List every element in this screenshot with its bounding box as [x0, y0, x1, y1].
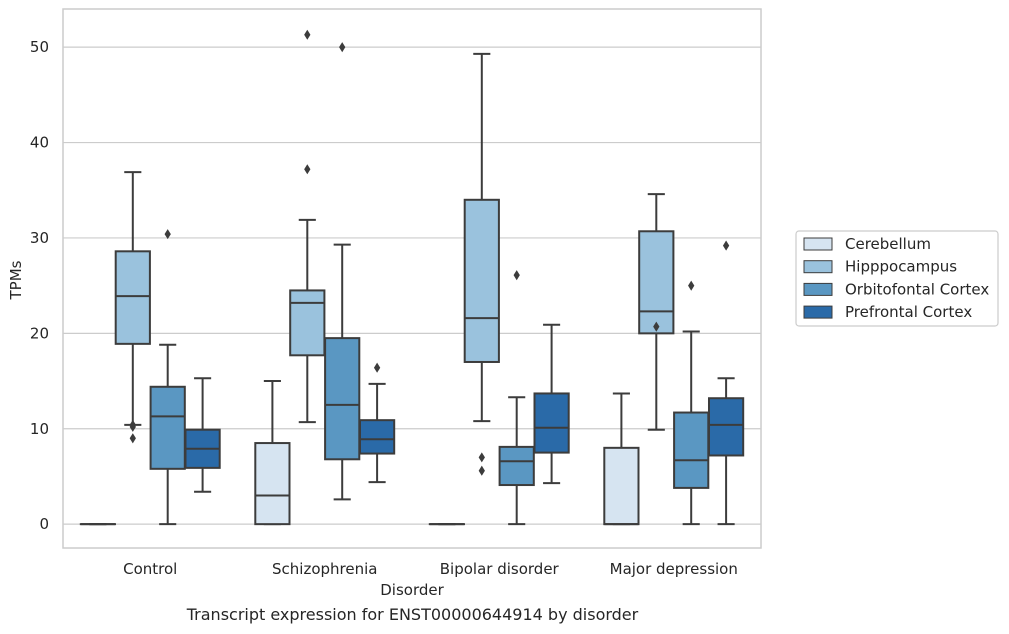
legend-swatch [803, 237, 833, 251]
x-axis: Control Schizophrenia Bipolar disorder Majo… [123, 560, 738, 578]
plot-frame [62, 8, 762, 549]
y-tick-label: 30 [30, 229, 49, 247]
box-0-3 [603, 392, 640, 526]
box-iqr [498, 445, 535, 487]
figure-caption: Transcript expression for ENST0000064491… [186, 605, 639, 624]
box-iqr [638, 230, 675, 335]
x-tick-label: Control [123, 560, 177, 578]
box-1-1 [289, 29, 326, 424]
y-tick-label: 20 [30, 324, 49, 342]
box-3-1 [358, 362, 396, 484]
outlier-point [304, 164, 311, 175]
box-2-1 [324, 42, 361, 501]
legend-swatch [803, 305, 833, 319]
box-iqr [114, 250, 151, 345]
y-tick-label: 50 [30, 38, 49, 56]
box-0-1 [254, 380, 291, 526]
box-iqr [603, 446, 640, 526]
box-3-2 [533, 323, 570, 485]
y-axis: 0 10 20 30 40 50 [30, 38, 49, 533]
box-3-0 [184, 377, 221, 493]
box-iqr [463, 198, 500, 363]
legend-label: Hipppocampus [845, 258, 957, 276]
y-axis-label: TPMs [7, 260, 25, 300]
legend-label: Orbitofontal Cortex [845, 280, 989, 298]
outlier-point [304, 29, 311, 40]
x-tick-label: Schizophrenia [272, 560, 377, 578]
y-tick-label: 40 [30, 134, 49, 152]
legend-label: Prefrontal Cortex [845, 303, 972, 321]
box-iqr [673, 411, 710, 489]
outlier-point [653, 321, 660, 332]
legend-frame [795, 230, 999, 327]
box-iqr [324, 337, 361, 461]
box-iqr [289, 289, 326, 357]
outlier-point [129, 433, 136, 444]
box-1-3 [638, 193, 675, 431]
legend-swatch [803, 260, 833, 274]
box-iqr [254, 442, 291, 526]
legend-label: Cerebellum [845, 235, 931, 253]
outlier-point [513, 270, 520, 281]
box-1-2 [463, 52, 500, 476]
outlier-point [722, 240, 730, 251]
box-iqr [533, 392, 570, 454]
x-tick-label: Major depression [610, 560, 738, 578]
outlier-point [688, 280, 695, 291]
outlier-point [339, 42, 346, 53]
box-2-0 [149, 229, 186, 526]
legend-swatch [803, 282, 833, 296]
box-1-0 [114, 171, 151, 444]
legend: Cerebellum Hipppocampus Orbitofontal Corte… [795, 230, 999, 327]
box-iqr [707, 397, 745, 457]
x-axis-label: Disorder [380, 581, 444, 599]
box-2-3 [673, 280, 710, 526]
x-tick-label: Bipolar disorder [440, 560, 560, 578]
outlier-point [164, 229, 171, 240]
box-plot-area [79, 29, 745, 526]
y-tick-label: 0 [39, 515, 49, 533]
box-3-3 [707, 240, 745, 526]
box-2-2 [498, 270, 535, 526]
box-iqr [149, 385, 186, 470]
box-iqr [358, 419, 396, 455]
outlier-point [478, 465, 485, 476]
outlier-point [478, 452, 485, 463]
y-tick-label: 10 [30, 420, 49, 438]
outlier-point [373, 362, 381, 373]
outlier-point [129, 419, 136, 430]
